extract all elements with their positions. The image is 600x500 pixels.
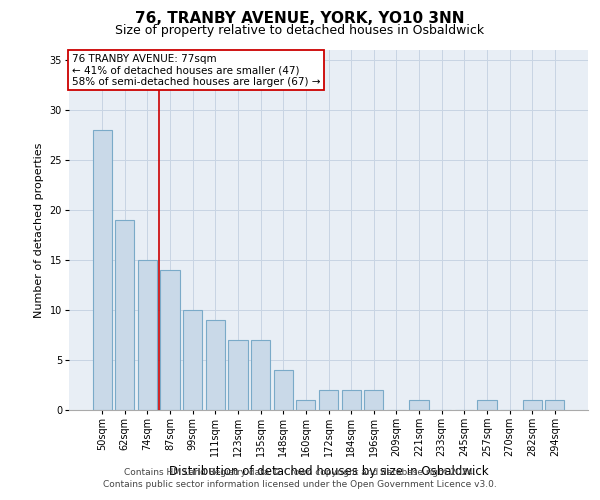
X-axis label: Distribution of detached houses by size in Osbaldwick: Distribution of detached houses by size … [169,465,488,478]
Bar [160,270,180,410]
Bar [251,340,270,410]
Bar [364,390,383,410]
Text: 76, TRANBY AVENUE, YORK, YO10 3NN: 76, TRANBY AVENUE, YORK, YO10 3NN [135,11,465,26]
Bar [115,220,134,410]
Bar [183,310,202,410]
Bar [341,390,361,410]
Text: Size of property relative to detached houses in Osbaldwick: Size of property relative to detached ho… [115,24,485,37]
Bar [319,390,338,410]
Bar [545,400,565,410]
Text: 76 TRANBY AVENUE: 77sqm
← 41% of detached houses are smaller (47)
58% of semi-de: 76 TRANBY AVENUE: 77sqm ← 41% of detache… [71,54,320,87]
Bar [138,260,157,410]
Bar [296,400,316,410]
Bar [206,320,225,410]
Bar [477,400,497,410]
Bar [409,400,428,410]
Bar [274,370,293,410]
Bar [523,400,542,410]
Bar [229,340,248,410]
Bar [92,130,112,410]
Y-axis label: Number of detached properties: Number of detached properties [34,142,44,318]
Text: Contains HM Land Registry data © Crown copyright and database right 2024.
Contai: Contains HM Land Registry data © Crown c… [103,468,497,489]
